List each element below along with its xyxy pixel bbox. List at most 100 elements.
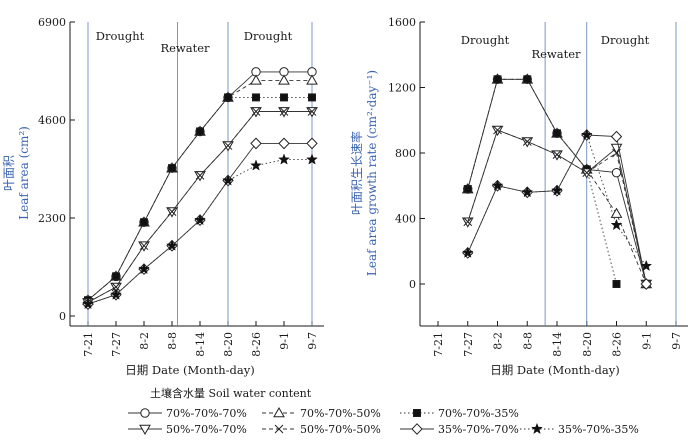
right-data-point bbox=[463, 217, 473, 227]
right-data-point bbox=[582, 168, 592, 178]
right-series bbox=[463, 75, 621, 288]
right-series bbox=[461, 128, 653, 272]
right-data-point bbox=[461, 246, 474, 258]
legend-item: 70%-70%-70% bbox=[128, 407, 247, 420]
left-phase-label: Rewater bbox=[160, 41, 210, 55]
right-data-point bbox=[521, 186, 534, 198]
left-series-line bbox=[87, 111, 312, 303]
legend-marker bbox=[412, 408, 421, 417]
legend-label: 70%-70%-35% bbox=[438, 407, 519, 420]
right-data-point bbox=[491, 179, 504, 191]
left-xtick-label: 9-7 bbox=[306, 332, 319, 350]
legend-marker bbox=[274, 424, 284, 434]
right-chart: 0 400 800 1200 1600 7-21 7-27 8-2 8-8 8-14 8-20 8-2… bbox=[388, 16, 688, 357]
left-data-point bbox=[251, 107, 261, 116]
right-xtick-label: 9-1 bbox=[640, 332, 653, 350]
right-phase-label: Drought bbox=[461, 33, 510, 47]
right-xtick-label: 8-14 bbox=[551, 332, 564, 357]
left-data-point bbox=[307, 93, 316, 102]
left-data-point bbox=[250, 137, 262, 150]
legend-title: 土壤含水量 Soil water content bbox=[150, 386, 312, 400]
right-ytick-label: 400 bbox=[395, 213, 416, 226]
left-series-line bbox=[87, 79, 312, 301]
right-data-point bbox=[552, 150, 562, 159]
left-data-point bbox=[307, 107, 317, 116]
right-series-line bbox=[467, 78, 617, 285]
left-series-line bbox=[87, 111, 312, 303]
left-data-point bbox=[251, 93, 260, 102]
left-series bbox=[84, 93, 316, 305]
left-data-point bbox=[195, 171, 205, 180]
left-xtick-label: 8-14 bbox=[194, 332, 207, 357]
left-ytick-label: 2300 bbox=[38, 212, 66, 225]
left-phase-label: Drought bbox=[244, 29, 293, 43]
right-data-point bbox=[610, 218, 623, 231]
left-xtick-label: 8-26 bbox=[250, 332, 263, 357]
right-xtick-label: 9-7 bbox=[670, 332, 683, 350]
right-data-point bbox=[640, 259, 653, 272]
left-ytick-label: 6900 bbox=[38, 16, 66, 29]
left-xtick-label: 9-1 bbox=[278, 332, 291, 350]
left-data-point bbox=[250, 74, 262, 85]
left-data-point bbox=[306, 74, 318, 85]
right-data-point bbox=[463, 185, 472, 194]
legend-marker bbox=[411, 423, 423, 435]
left-data-point bbox=[279, 107, 289, 116]
legend-label: 70%-70%-50% bbox=[300, 407, 381, 420]
legend: 70%-70%-70% 70%-70%-50% 70%-70%-35% 50%-70%… bbox=[128, 406, 639, 436]
legend-marker bbox=[139, 424, 151, 436]
legend-label: 50%-70%-70% bbox=[166, 423, 247, 436]
legend-item: 70%-70%-35% bbox=[400, 407, 519, 420]
right-ytick-label: 1600 bbox=[388, 16, 416, 29]
right-data-point bbox=[640, 278, 652, 290]
right-series bbox=[461, 125, 653, 291]
left-data-point bbox=[82, 297, 94, 310]
legend-marker bbox=[140, 408, 150, 418]
left-ylabel-en: Leaf area (cm²) bbox=[17, 126, 31, 220]
left-xtick-label: 7-21 bbox=[82, 332, 95, 357]
right-data-point bbox=[612, 279, 621, 288]
left-chart: 0 2300 4600 6900 7-21 7-27 8-2 8-8 8-14 8-20 8-26 9… bbox=[38, 16, 324, 357]
left-data-point bbox=[138, 262, 150, 275]
right-xtick-label: 7-21 bbox=[432, 332, 445, 357]
left-data-point bbox=[195, 127, 204, 136]
left-data-point bbox=[139, 241, 149, 251]
left-series bbox=[82, 153, 318, 310]
right-data-point bbox=[493, 75, 502, 84]
left-data-point bbox=[306, 137, 318, 150]
right-data-point bbox=[522, 137, 532, 146]
left-ytick-label: 4600 bbox=[38, 114, 66, 127]
left-data-point bbox=[110, 288, 122, 300]
right-phase-label: Rewater bbox=[531, 47, 581, 61]
legend-item: 35%-70%-70% bbox=[400, 423, 519, 436]
right-series-line bbox=[467, 78, 647, 285]
legend-item: 70%-70%-50% bbox=[262, 406, 381, 420]
right-xtick-label: 8-26 bbox=[611, 332, 624, 357]
left-data-point bbox=[112, 272, 121, 281]
legend-item: 50%-70%-50% bbox=[262, 423, 381, 436]
right-data-point bbox=[610, 130, 623, 143]
left-phase-label: Drought bbox=[96, 29, 145, 43]
right-xtick-label: 7-27 bbox=[462, 332, 475, 357]
left-xlabel: 日期 Date (Month-day) bbox=[125, 363, 255, 377]
right-data-point bbox=[580, 128, 593, 141]
right-ytick-label: 0 bbox=[409, 278, 416, 291]
right-ytick-label: 800 bbox=[395, 147, 416, 160]
legend-item: 35%-70%-35% bbox=[520, 422, 639, 436]
legend-label: 50%-70%-50% bbox=[300, 423, 381, 436]
legend-item: 50%-70%-70% bbox=[128, 423, 247, 436]
legend-label: 35%-70%-70% bbox=[438, 423, 519, 436]
left-data-point bbox=[166, 239, 178, 251]
right-data-point bbox=[553, 129, 562, 138]
left-data-point bbox=[139, 218, 148, 227]
left-data-point bbox=[111, 282, 121, 292]
left-data-point bbox=[279, 93, 288, 102]
left-data-point bbox=[222, 174, 234, 186]
left-data-point bbox=[194, 213, 206, 226]
left-ylabel-cn: 叶面积 bbox=[2, 155, 16, 191]
left-series bbox=[83, 67, 317, 305]
left-data-point bbox=[167, 164, 176, 173]
